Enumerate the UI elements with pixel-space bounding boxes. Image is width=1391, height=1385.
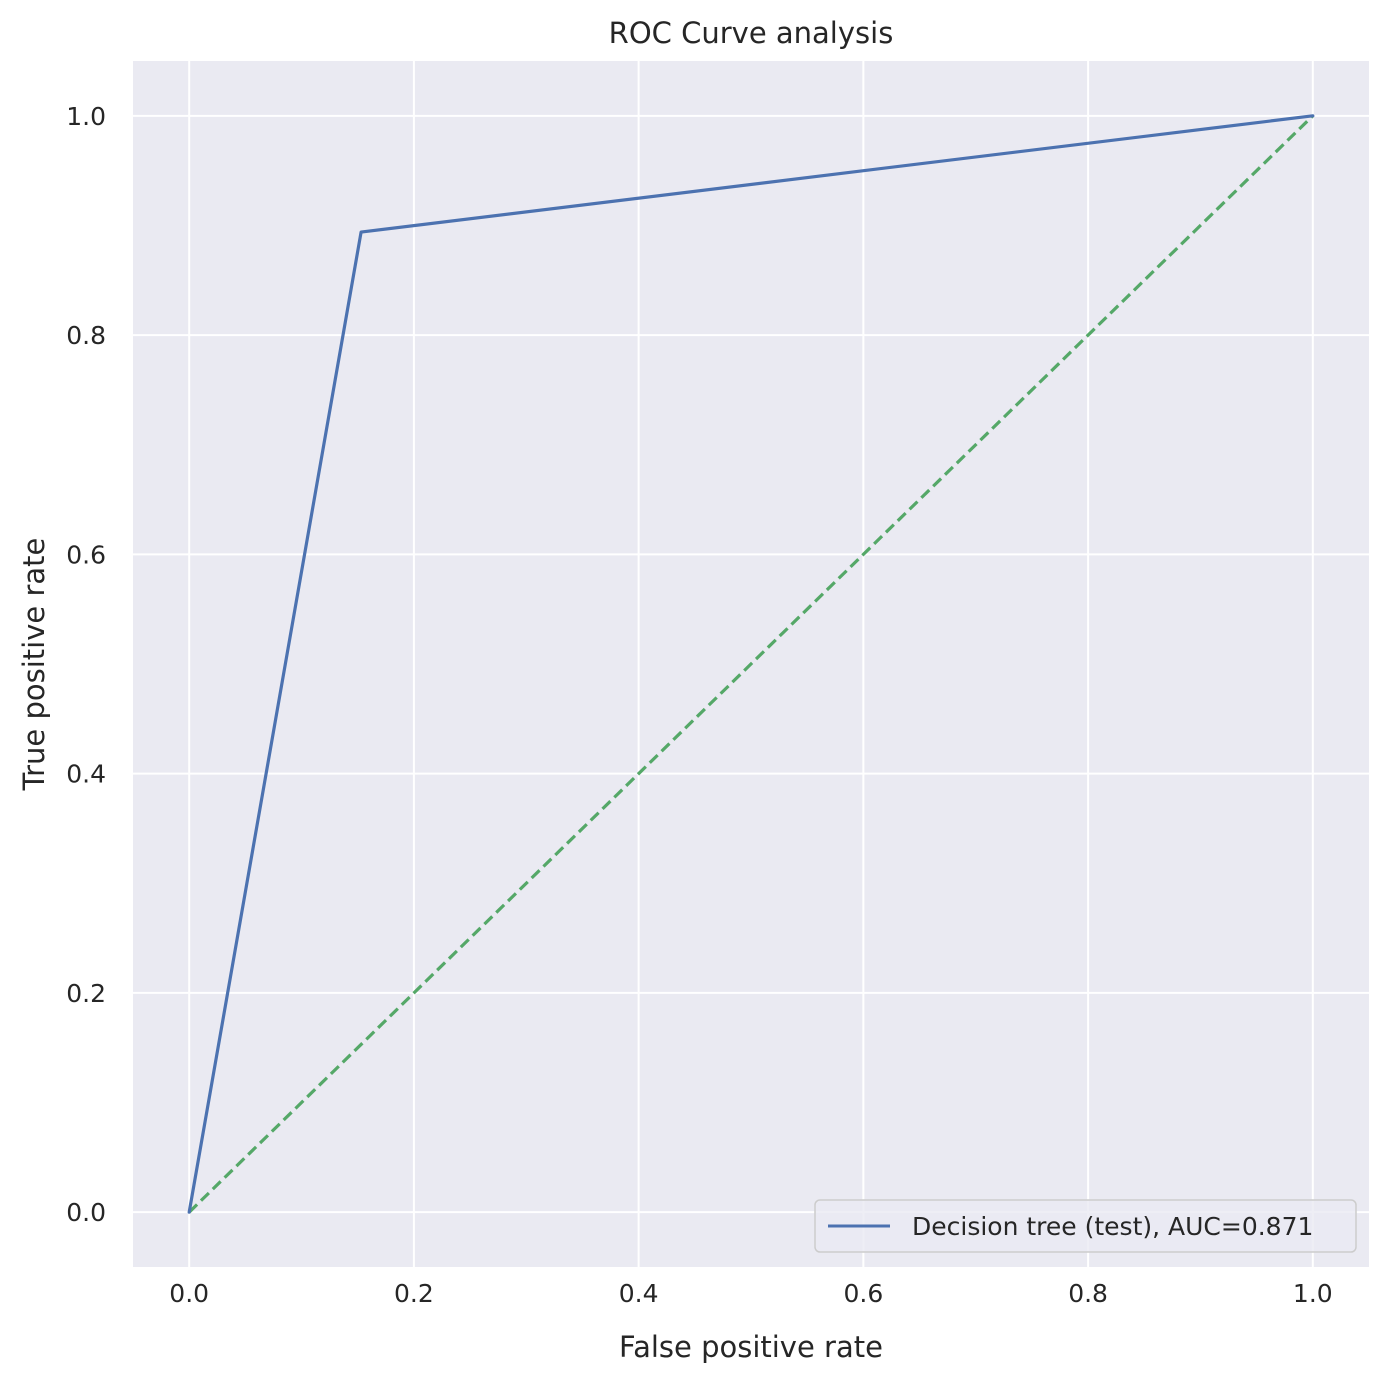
chart-title: ROC Curve analysis (609, 16, 894, 50)
x-tick-label: 0.4 (619, 1279, 659, 1308)
legend-label: Decision tree (test), AUC=0.871 (912, 1212, 1313, 1241)
x-tick-label: 0.6 (843, 1279, 883, 1308)
x-axis-label: False positive rate (619, 1330, 883, 1364)
grid-lines (133, 61, 1369, 1267)
y-tick-label: 1.0 (66, 102, 106, 131)
diagonal-reference-line (188, 114, 1314, 1214)
x-tick-label: 0.8 (1068, 1279, 1108, 1308)
series-lines (187, 114, 1315, 1214)
y-tick-label: 0.6 (66, 540, 106, 569)
y-tick-label: 0.8 (66, 321, 106, 350)
legend-box (814, 1199, 1357, 1253)
y-tick-labels: 0.0 0.2 0.4 0.6 0.8 1.0 (66, 102, 106, 1227)
y-tick-label: 0.2 (66, 979, 106, 1008)
x-tick-label: 0.2 (394, 1279, 434, 1308)
legend: Decision tree (test), AUC=0.871 (814, 1199, 1357, 1253)
y-tick-label: 0.4 (66, 760, 106, 789)
x-tick-label: 1.0 (1293, 1279, 1333, 1308)
roc-curve-line (187, 114, 1315, 1214)
x-tick-label: 0.0 (169, 1279, 209, 1308)
x-tick-labels: 0.0 0.2 0.4 0.6 0.8 1.0 (169, 1279, 1332, 1308)
y-tick-label: 0.0 (66, 1198, 106, 1227)
y-axis-label: True positive rate (17, 538, 51, 792)
